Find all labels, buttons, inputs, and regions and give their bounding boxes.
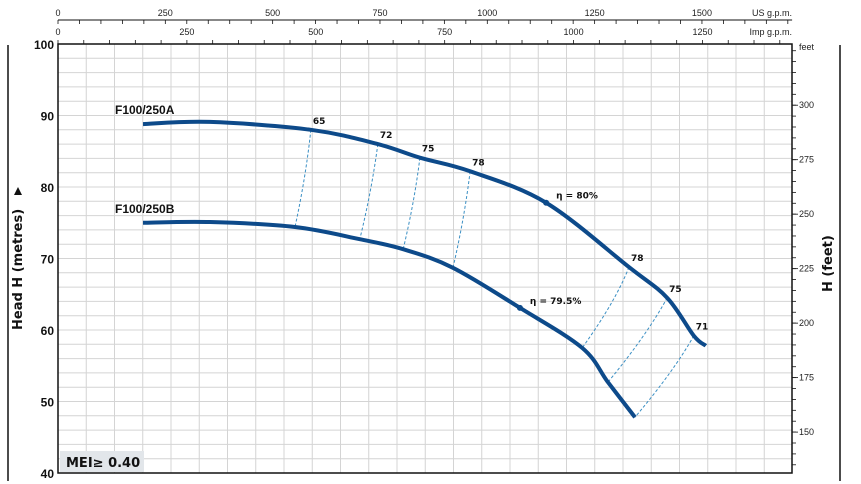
- efficiency-line-78: [452, 171, 471, 268]
- efficiency-line-72: [359, 144, 379, 240]
- us-gpm-unit-label: US g.p.m.: [752, 8, 792, 18]
- efficiency-line-75: [607, 297, 668, 383]
- imp-gpm-tick-label: 0: [55, 27, 60, 37]
- y-tick-label: 50: [41, 396, 55, 410]
- best-efficiency-label: η = 79.5%: [530, 297, 581, 307]
- curve-f100-250a: [142, 119, 708, 348]
- y-tick-label: 80: [41, 181, 55, 195]
- curve-label: F100/250A: [115, 103, 175, 117]
- imp-gpm-unit-label: Imp g.p.m.: [749, 27, 792, 37]
- y-right-axis-title: H (feet): [821, 235, 836, 292]
- us-gpm-tick-label: 750: [372, 8, 387, 18]
- efficiency-label: 78: [631, 254, 644, 264]
- curve-f100-250b: [142, 219, 637, 419]
- plot-frame: [57, 43, 793, 474]
- efficiency-label: 75: [422, 145, 435, 155]
- y-tick-label: 70: [41, 253, 55, 267]
- efficiency-label: 72: [380, 131, 393, 141]
- y-tick-label: 60: [41, 324, 55, 338]
- efficiency-line-78: [581, 266, 630, 349]
- us-gpm-tick-label: 0: [55, 8, 60, 18]
- y-right-tick-label: 225: [799, 264, 814, 274]
- y-right-tick-label: 150: [799, 427, 814, 437]
- mei-label: MEI≥ 0.40: [66, 456, 140, 471]
- us-gpm-tick-label: 500: [265, 8, 280, 18]
- y-axis-title: Head H (metres): [11, 209, 26, 330]
- y-right-tick-label: 275: [799, 155, 814, 165]
- imp-gpm-tick-label: 1000: [564, 27, 584, 37]
- y-right-tick-label: 175: [799, 373, 814, 383]
- arrow-up-icon: [14, 187, 22, 195]
- y-tick-label: 90: [41, 110, 55, 124]
- efficiency-line-71: [634, 335, 695, 418]
- us-gpm-tick-label: 1500: [692, 8, 712, 18]
- efficiency-label: 75: [669, 285, 682, 295]
- efficiency-label: 65: [313, 117, 326, 127]
- efficiency-line-75: [402, 157, 421, 250]
- efficiency-label: 71: [696, 323, 709, 333]
- y-tick-label: 40: [41, 467, 55, 481]
- mei-box: [60, 451, 144, 472]
- y-right-tick-label: 300: [799, 100, 814, 110]
- best-efficiency-label: η = 80%: [556, 192, 598, 202]
- y-tick-label: 100: [34, 38, 54, 52]
- y-right-unit-label: feet: [799, 42, 815, 52]
- imp-gpm-tick-label: 750: [437, 27, 452, 37]
- y-right-tick-label: 200: [799, 318, 814, 328]
- y-right-tick-label: 250: [799, 209, 814, 219]
- curve-label: F100/250B: [115, 202, 175, 216]
- imp-gpm-tick-label: 500: [308, 27, 323, 37]
- imp-gpm-tick-label: 250: [179, 27, 194, 37]
- imp-gpm-tick-label: 1250: [692, 27, 712, 37]
- us-gpm-tick-label: 1000: [477, 8, 497, 18]
- us-gpm-tick-label: 250: [158, 8, 173, 18]
- best-efficiency-point: [543, 199, 550, 206]
- best-efficiency-point: [516, 304, 523, 311]
- us-gpm-tick-label: 1250: [585, 8, 605, 18]
- efficiency-label: 78: [472, 158, 485, 168]
